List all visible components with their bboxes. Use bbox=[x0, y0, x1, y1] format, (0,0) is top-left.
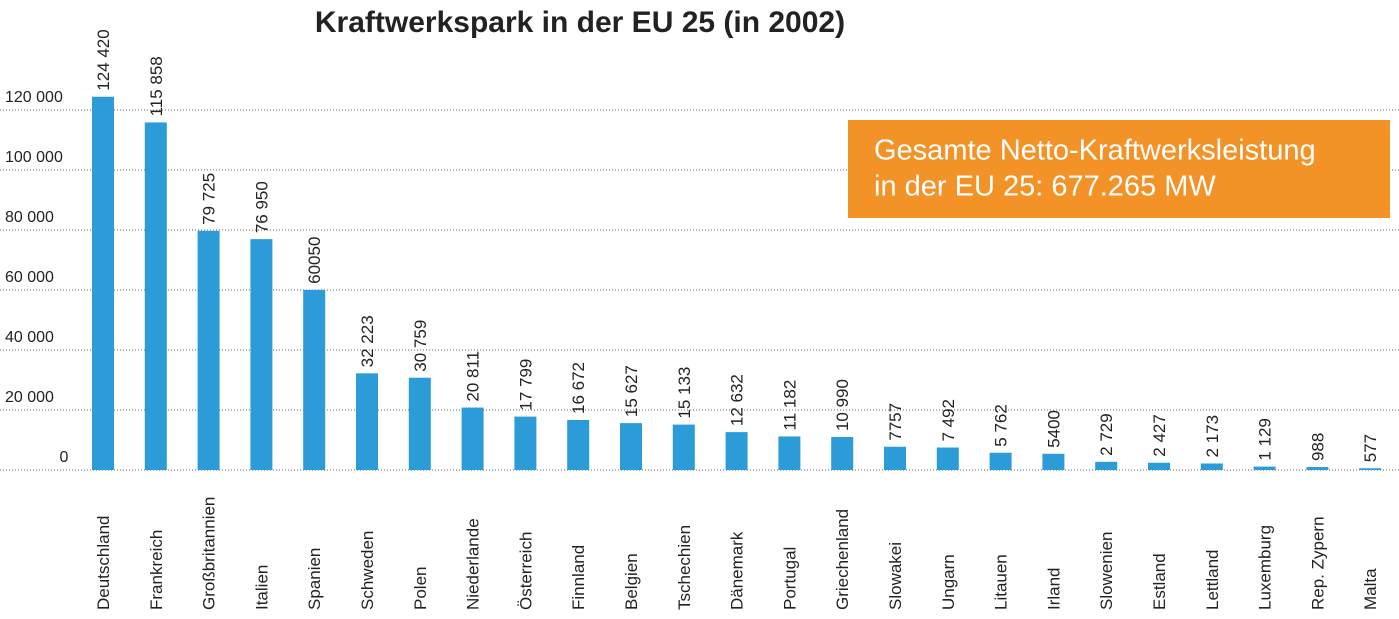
bar bbox=[356, 373, 378, 470]
value-label: 30 759 bbox=[411, 320, 430, 372]
x-tick-label: Österreich bbox=[516, 532, 535, 610]
y-tick-label: 100 000 bbox=[5, 149, 63, 166]
bar bbox=[620, 423, 642, 470]
annotation-box bbox=[848, 120, 1390, 218]
bar bbox=[1306, 467, 1329, 470]
bar bbox=[884, 446, 906, 470]
value-label: 15 627 bbox=[622, 365, 641, 417]
x-tick-label: Schweden bbox=[358, 531, 377, 610]
x-tick-label: Litauen bbox=[992, 554, 1011, 610]
x-tick-label: Belgien bbox=[622, 553, 641, 610]
x-tick-label: Finnland bbox=[569, 545, 588, 610]
bar bbox=[567, 419, 590, 470]
value-label: 76 950 bbox=[252, 181, 271, 233]
x-tick-label: Griechenland bbox=[833, 509, 852, 610]
value-label: 5 762 bbox=[992, 404, 1011, 447]
annotation-text: in der EU 25: 677.265 MW bbox=[874, 171, 1216, 203]
value-label: 2 173 bbox=[1203, 415, 1222, 458]
value-label: 11 182 bbox=[780, 380, 799, 431]
value-label: 15 133 bbox=[675, 367, 694, 419]
value-label: 988 bbox=[1308, 433, 1327, 461]
value-label: 60050 bbox=[305, 237, 324, 284]
x-tick-label: Slowenien bbox=[1097, 532, 1116, 610]
value-label: 577 bbox=[1361, 434, 1380, 462]
value-label: 124 420 bbox=[94, 29, 113, 90]
x-tick-label: Rep. Zypern bbox=[1308, 516, 1327, 610]
bar bbox=[197, 230, 220, 470]
value-label: 1 129 bbox=[1256, 418, 1275, 461]
bar bbox=[1200, 463, 1223, 470]
x-tick-label: Deutschland bbox=[94, 515, 113, 610]
bar bbox=[1042, 453, 1065, 470]
x-tick-label: Luxemburg bbox=[1256, 525, 1275, 610]
x-tick-label: Lettland bbox=[1203, 550, 1222, 611]
bar bbox=[1253, 466, 1276, 470]
value-label: 17 799 bbox=[516, 359, 535, 411]
y-tick-label: 60 000 bbox=[5, 269, 54, 286]
bar bbox=[778, 436, 801, 470]
bar bbox=[303, 289, 326, 470]
bar bbox=[1148, 462, 1170, 470]
x-tick-label: Ungarn bbox=[939, 554, 958, 610]
value-label: 32 223 bbox=[358, 315, 377, 367]
bar bbox=[514, 416, 537, 470]
value-label: 2 729 bbox=[1097, 413, 1116, 456]
x-tick-label: Slowakei bbox=[886, 542, 905, 610]
x-tick-label: Frankreich bbox=[147, 530, 166, 610]
x-tick-label: Tschechien bbox=[675, 525, 694, 610]
x-tick-label: Dänemark bbox=[728, 531, 747, 610]
value-label: 7 492 bbox=[939, 399, 958, 442]
y-tick-label: 120 000 bbox=[5, 89, 63, 106]
value-label: 10 990 bbox=[833, 379, 852, 431]
bar bbox=[831, 437, 854, 470]
bar bbox=[672, 424, 695, 470]
x-tick-label: Malta bbox=[1361, 568, 1380, 610]
value-label: 79 725 bbox=[200, 173, 219, 225]
bar bbox=[989, 452, 1012, 470]
value-label: 115 858 bbox=[147, 56, 166, 116]
chart-title: Kraftwerkspark in der EU 25 (in 2002) bbox=[315, 6, 845, 39]
value-label: 20 811 bbox=[464, 351, 483, 402]
bar bbox=[1359, 468, 1382, 470]
x-tick-label: Irland bbox=[1044, 567, 1063, 610]
bar bbox=[250, 239, 273, 470]
bar bbox=[1095, 461, 1118, 470]
x-tick-label: Portugal bbox=[780, 547, 799, 610]
y-tick-label: 80 000 bbox=[5, 209, 54, 226]
value-label: 12 632 bbox=[728, 374, 747, 426]
bar bbox=[725, 432, 748, 470]
y-tick-label: 40 000 bbox=[5, 329, 54, 346]
x-tick-label: Spanien bbox=[305, 548, 324, 610]
annotation-text: Gesamte Netto-Kraftwerksleistung bbox=[874, 135, 1316, 167]
bar bbox=[936, 447, 959, 470]
bar bbox=[144, 122, 167, 471]
x-tick-label: Polen bbox=[411, 567, 430, 610]
bar bbox=[92, 96, 114, 471]
bar bbox=[461, 407, 484, 470]
y-tick-label: 20 000 bbox=[5, 389, 54, 406]
value-label: 2 427 bbox=[1150, 414, 1169, 457]
bar bbox=[408, 377, 431, 470]
x-tick-label: Italien bbox=[252, 565, 271, 610]
x-tick-label: Niederlande bbox=[464, 518, 483, 610]
value-label: 7757 bbox=[886, 403, 905, 441]
value-label: 5400 bbox=[1044, 410, 1063, 448]
x-tick-label: Großbritannien bbox=[200, 497, 219, 610]
y-tick-label: 0 bbox=[60, 449, 69, 466]
x-tick-label: Estland bbox=[1150, 553, 1169, 610]
value-label: 16 672 bbox=[569, 362, 588, 414]
